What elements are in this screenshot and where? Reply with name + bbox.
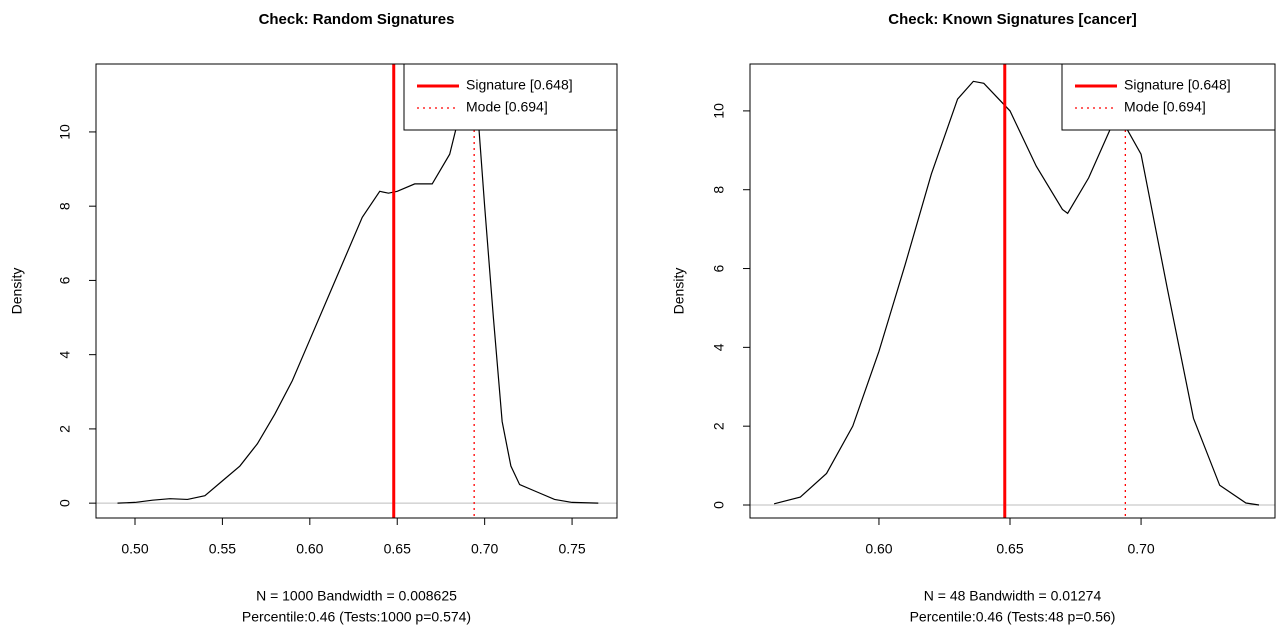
y-tick-label: 2 xyxy=(57,425,73,433)
legend-box xyxy=(403,63,618,131)
legend-label: Mode [0.694] xyxy=(466,99,548,115)
plot-box xyxy=(749,63,1276,519)
x-axis-label: N = 48 Bandwidth = 0.01274 xyxy=(924,588,1102,604)
density-line xyxy=(117,82,599,504)
y-tick-label: 8 xyxy=(57,202,73,210)
x-tick-label: 0.75 xyxy=(558,541,585,557)
legend-label: Signature [0.648] xyxy=(1124,77,1231,93)
legend-label: Signature [0.648] xyxy=(466,77,573,93)
y-tick-label: 4 xyxy=(711,343,727,351)
legend-box xyxy=(1061,63,1276,131)
y-tick-label: 10 xyxy=(57,124,73,140)
plot-box xyxy=(95,63,618,519)
x-tick-label: 0.60 xyxy=(865,541,892,557)
y-tick-label: 0 xyxy=(711,501,727,509)
subtitle: Percentile:0.46 (Tests:48 p=0.56) xyxy=(910,609,1116,625)
subtitle: Percentile:0.46 (Tests:1000 p=0.574) xyxy=(242,609,471,625)
y-axis-label: Density xyxy=(671,268,687,315)
density-line xyxy=(773,80,1260,506)
y-tick-label: 10 xyxy=(711,103,727,119)
x-tick-label: 0.65 xyxy=(384,541,411,557)
x-tick-label: 0.65 xyxy=(996,541,1023,557)
x-tick-label: 0.55 xyxy=(209,541,236,557)
legend-label: Mode [0.694] xyxy=(1124,99,1206,115)
y-tick-label: 4 xyxy=(57,351,73,359)
y-tick-label: 0 xyxy=(57,499,73,507)
x-tick-label: 0.50 xyxy=(121,541,148,557)
y-tick-label: 2 xyxy=(711,422,727,430)
chart-title: Check: Known Signatures [cancer] xyxy=(888,11,1136,28)
y-tick-label: 8 xyxy=(711,186,727,194)
y-axis-label: Density xyxy=(9,268,25,315)
x-tick-label: 0.60 xyxy=(296,541,323,557)
x-tick-label: 0.70 xyxy=(1127,541,1154,557)
y-tick-label: 6 xyxy=(57,276,73,284)
y-tick-label: 6 xyxy=(711,264,727,272)
x-tick-label: 0.70 xyxy=(471,541,498,557)
chart-title: Check: Random Signatures xyxy=(259,11,455,28)
x-axis-label: N = 1000 Bandwidth = 0.008625 xyxy=(256,588,457,604)
